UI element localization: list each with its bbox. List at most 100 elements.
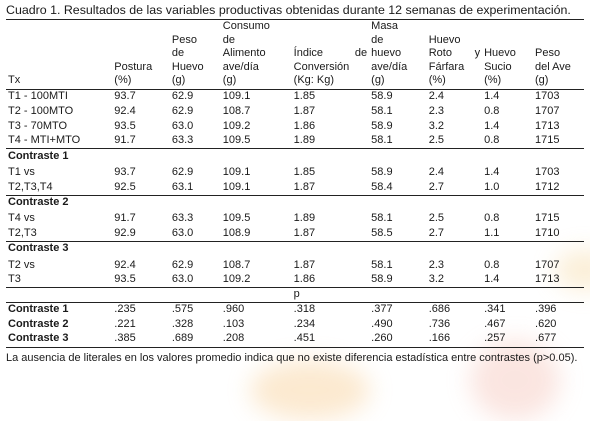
value-cell: .208 — [220, 331, 292, 348]
value-cell: .689 — [169, 331, 221, 348]
table-row: T2,T3,T4 92.5 63.1 109.1 1.87 58.4 2.7 1.0 1712 — [6, 180, 584, 195]
value-cell: 1.1 — [484, 226, 500, 239]
value-cell: 1712 — [535, 180, 560, 193]
header-cell: Peso del Ave — [533, 19, 584, 75]
value-cell: 2.5 — [428, 212, 445, 225]
value-cell: 1.87 — [293, 226, 316, 239]
value-cell: 0.8 — [484, 134, 500, 147]
value-cell: 0.8 — [484, 212, 500, 225]
value-cell: 2.3 — [428, 258, 445, 271]
value-cell: 1.87 — [293, 258, 316, 271]
table-row: T2 - 100MTO 92.4 62.9 108.7 1.87 58.1 2.3 0.8 17… — [6, 105, 584, 120]
row-label: T2,T3 — [8, 226, 37, 239]
row-label: Contraste 2 — [8, 317, 69, 330]
table-row: T3 93.5 63.0 109.2 1.86 58.9 3.2 1.4 1713 — [6, 273, 584, 288]
header-cell: Índice de Conversión — [291, 19, 370, 75]
table-row: T4 - MTI+MTO 91.7 63.3 109.5 1.89 58.1 2.5 0.8 1… — [6, 134, 584, 149]
table-row: T1 - 100MTI 93.7 62.9 109.1 1.85 58.9 2.4 1.4 17… — [6, 89, 584, 104]
value-cell: 1715 — [535, 134, 560, 147]
document-table-wrapper: Cuadro 1. Resultados de las variables pr… — [6, 3, 586, 365]
value-cell: .260 — [369, 331, 427, 348]
unit-cell: (g) — [220, 74, 292, 90]
header-label-line: Peso — [171, 33, 197, 46]
tx-label: Tx — [6, 74, 113, 90]
unit-cell: (Kg: Kg) — [291, 74, 370, 90]
value-cell: 1703 — [535, 165, 560, 178]
section-title: Contraste 2 — [6, 194, 113, 211]
value-cell: 1703 — [535, 90, 560, 103]
value-cell: 58.9 — [371, 165, 393, 178]
header-label-line: huevo — [371, 47, 402, 60]
value-cell: 1707 — [535, 105, 560, 118]
watermark-blob — [250, 360, 370, 420]
value-cell: .235 — [114, 303, 136, 316]
header-label-line: Conversión — [293, 60, 350, 73]
value-cell: 1.89 — [293, 212, 316, 225]
value-cell: 93.5 — [114, 273, 136, 286]
value-cell: 109.1 — [222, 90, 251, 103]
header-cell: Consumo de Alimento ave/día — [220, 19, 292, 75]
header-label-line: de — [171, 47, 185, 60]
value-cell: .677 — [533, 331, 584, 348]
value-cell: 1.87 — [293, 180, 316, 193]
value-cell: 63.0 — [171, 273, 194, 286]
header-cell: Postura — [112, 19, 170, 75]
value-cell: .575 — [171, 303, 194, 316]
value-cell: 2.7 — [428, 226, 445, 239]
header-label-line: ave/día — [371, 60, 408, 73]
value-cell: 109.5 — [222, 212, 251, 225]
value-cell: 2.5 — [428, 134, 445, 147]
value-cell: 1710 — [535, 226, 560, 239]
value-cell: .490 — [371, 317, 393, 330]
row-label: T2 vs — [8, 258, 35, 271]
value-cell: 1.86 — [293, 119, 316, 132]
value-cell: 1715 — [535, 212, 560, 225]
value-cell: 3.2 — [428, 273, 445, 286]
value-cell: 2.4 — [428, 90, 445, 103]
value-cell: 2.7 — [428, 180, 445, 193]
value-cell: .341 — [484, 303, 506, 316]
units-row: Tx (%) (g) (g) (Kg: Kg) (g) (%) (%) (g) — [6, 74, 584, 90]
row-label: T4 - MTI+MTO — [8, 134, 81, 147]
value-cell: 0.8 — [484, 258, 500, 271]
row-label: Contraste 3 — [6, 331, 113, 348]
value-cell: 1713 — [535, 119, 560, 132]
row-label: T3 — [8, 273, 21, 286]
section-row: Contraste 1 — [6, 148, 584, 164]
value-cell: .166 — [426, 331, 483, 348]
value-cell: .620 — [535, 317, 557, 330]
value-cell: 58.1 — [371, 212, 393, 225]
header-label-line: Huevo — [484, 47, 516, 60]
table-row: T3 - 70MTO 93.5 63.0 109.2 1.86 58.9 3.2 1.4 171… — [6, 119, 584, 134]
value-cell: .385 — [112, 331, 170, 348]
unit-cell: (%) — [482, 74, 534, 90]
section-title: Contraste 1 — [6, 148, 113, 164]
header-label-line: Huevo — [171, 60, 204, 73]
value-cell: 3.2 — [428, 119, 445, 132]
value-cell: .328 — [171, 317, 194, 330]
unit-cell: (g) — [533, 74, 584, 90]
table-row: Contraste 3.385.689.208.451.260.166.257.… — [6, 331, 584, 348]
row-label: T2 - 100MTO — [8, 105, 74, 118]
row-label: T1 vs — [8, 165, 35, 178]
header-label-line: Postura — [114, 60, 153, 73]
value-cell: 92.9 — [114, 226, 136, 239]
value-cell: 1.0 — [484, 180, 500, 193]
p-label: p — [291, 287, 370, 303]
value-cell: .396 — [535, 303, 557, 316]
value-cell: 62.9 — [171, 165, 194, 178]
value-cell: .736 — [428, 317, 451, 330]
value-cell: 2.3 — [428, 105, 445, 118]
value-cell: 93.7 — [114, 165, 136, 178]
header-label-line: del Ave — [535, 60, 571, 73]
header-label-line: Índice de — [293, 47, 368, 60]
value-cell: 93.7 — [114, 90, 136, 103]
value-cell: 92.4 — [114, 258, 136, 271]
value-cell: 1.4 — [484, 165, 500, 178]
value-cell: 1.85 — [293, 90, 316, 103]
watermark-blob — [470, 340, 560, 420]
unit-cell: (%) — [426, 74, 483, 90]
row-label: T3 - 70MTO — [8, 119, 68, 132]
header-row: Postura Peso de Huevo Consumo de Alimento ave… — [6, 19, 584, 75]
table-row: T4 vs 91.7 63.3 109.5 1.89 58.1 2.5 0.8 1715 — [6, 210, 584, 226]
